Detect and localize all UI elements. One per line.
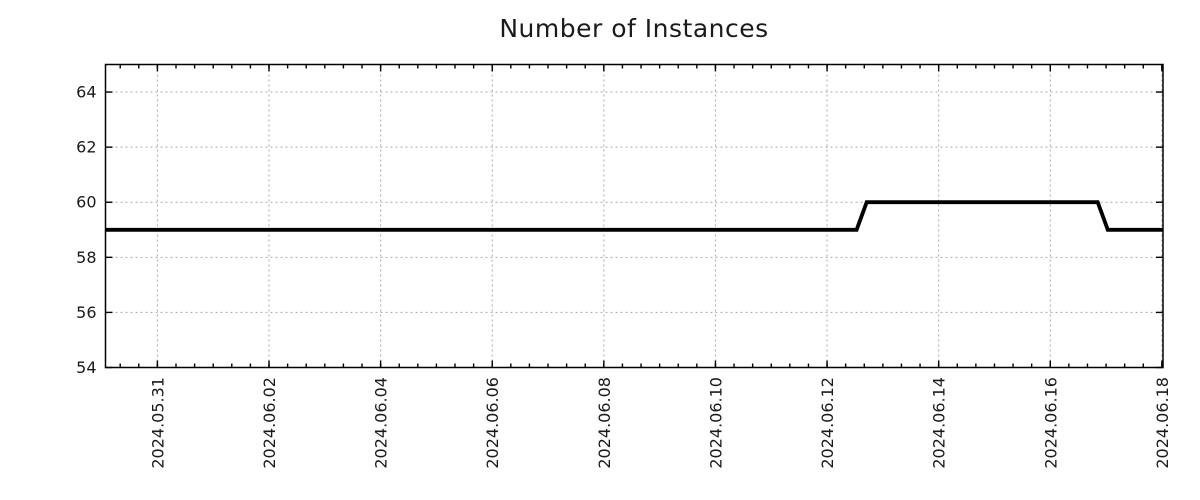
y-tick-label: 62 (76, 138, 96, 157)
x-tick-label: 2024.05.31 (148, 377, 167, 469)
data-line-instances (105, 200, 1163, 232)
x-tick-label: 2024.06.06 (483, 377, 502, 469)
x-tick-label: 2024.06.02 (260, 377, 279, 469)
x-tick-label: 2024.06.08 (595, 377, 614, 469)
y-tick-label: 60 (76, 193, 96, 212)
y-tick-label: 56 (76, 303, 96, 322)
y-tick-label: 58 (76, 248, 96, 267)
x-tick-label: 2024.06.16 (1041, 377, 1060, 469)
y-tick-label: 64 (76, 83, 96, 102)
x-tick-label: 2024.06.04 (372, 377, 391, 469)
y-tick-label: 54 (76, 358, 96, 377)
x-tick-label: 2024.06.14 (930, 377, 949, 469)
x-tick-label: 2024.06.12 (818, 377, 837, 469)
x-tick-label: 2024.06.10 (706, 377, 725, 469)
chart-title: Number of Instances (499, 14, 769, 43)
plot-border (104, 63, 1164, 369)
x-tick-label: 2024.06.18 (1153, 377, 1172, 469)
